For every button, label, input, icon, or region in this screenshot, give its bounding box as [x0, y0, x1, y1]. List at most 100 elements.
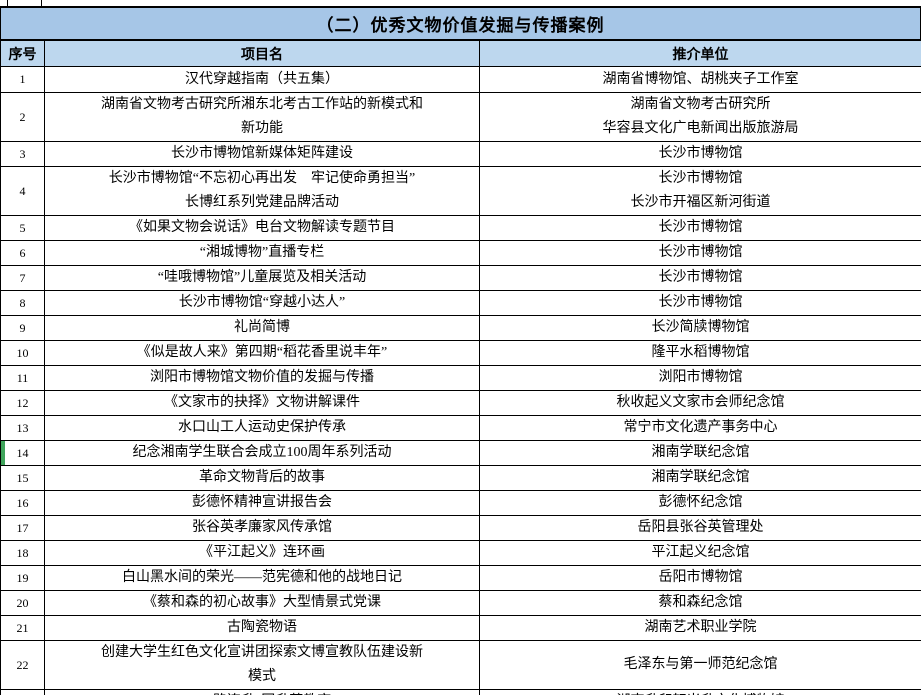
- table-row: 3 长沙市博物馆新媒体矩阵建设 长沙市博物馆: [0, 141, 921, 167]
- table-row: 1 汉代穿越指南（共五集） 湖南省博物馆、胡桃夹子工作室: [0, 66, 921, 93]
- recommending-unit-cell[interactable]: 平江起义纪念馆: [479, 540, 921, 566]
- project-name-cell[interactable]: 白山黑水间的荣光——范宪德和他的战地日记: [44, 565, 480, 591]
- recommending-unit-cell-line: 长沙市博物馆: [658, 270, 743, 285]
- recommending-unit-cell[interactable]: 湖南艺术职业学院: [479, 615, 921, 641]
- col-header-project[interactable]: 项目名: [44, 40, 480, 67]
- project-name-cell[interactable]: 《蔡和森的初心故事》大型情景式党课: [44, 590, 480, 616]
- project-name-cell[interactable]: 创建大学生红色文化宣讲团探索文博宣教队伍建设新 模式: [44, 640, 480, 690]
- row-number-cell[interactable]: 9: [0, 315, 45, 341]
- project-name-cell-line: 模式: [248, 669, 276, 684]
- table-row: 16 彭德怀精神宣讲报告会 彭德怀纪念馆: [0, 490, 921, 516]
- row-number-cell[interactable]: 4: [0, 166, 45, 216]
- project-name-cell-line: “一路连升”同升营教育: [46, 691, 479, 695]
- recommending-unit-cell[interactable]: 湖南省博物馆、胡桃夹子工作室: [479, 66, 921, 93]
- recommending-unit-cell[interactable]: 湘南学联纪念馆: [479, 465, 921, 491]
- row-number-cell[interactable]: 17: [0, 515, 45, 541]
- recommending-unit-cell[interactable]: 长沙简牍博物馆: [479, 315, 921, 341]
- project-name-cell[interactable]: 古陶瓷物语: [44, 615, 480, 641]
- project-name-cell[interactable]: 长沙市博物馆“不忘初心再出发 牢记使命勇担当” 长博红系列党建品牌活动: [44, 166, 480, 216]
- col-header-seq[interactable]: 序号: [0, 40, 45, 67]
- table-row: 21 古陶瓷物语 湖南艺术职业学院: [0, 615, 921, 641]
- row-number-cell[interactable]: 3: [0, 141, 45, 167]
- row-number-cell[interactable]: 21: [0, 615, 45, 641]
- project-name-cell-line: “湘城博物”直播专栏: [199, 245, 325, 260]
- row-number-cell[interactable]: 1: [0, 66, 45, 93]
- row-number-cell[interactable]: 15: [0, 465, 45, 491]
- project-name-cell[interactable]: 《文家市的抉择》文物讲解课件: [44, 390, 480, 416]
- project-name-cell-line: 长博红系列党建品牌活动: [185, 195, 339, 210]
- recommending-unit-cell-line: 彭德怀纪念馆: [658, 495, 743, 510]
- project-name-cell-line: 湖南省文物考古研究所湘东北考古工作站的新模式和: [101, 97, 423, 112]
- recommending-unit-cell-line: 长沙市博物馆: [658, 146, 743, 161]
- recommending-unit-cell[interactable]: 彭德怀纪念馆: [479, 490, 921, 516]
- recommending-unit-cell[interactable]: 长沙市博物馆: [479, 290, 921, 316]
- recommending-unit-cell[interactable]: 毛泽东与第一师范纪念馆: [479, 640, 921, 690]
- recommending-unit-cell[interactable]: 岳阳县张谷英管理处: [479, 515, 921, 541]
- recommending-unit-cell-line: 蔡和森纪念馆: [658, 595, 743, 610]
- col-header-unit[interactable]: 推介单位: [479, 40, 921, 67]
- recommending-unit-cell-line: 湘南学联纪念馆: [651, 470, 750, 485]
- row-number-cell[interactable]: 5: [0, 215, 45, 241]
- grid-line-fragment: [7, 0, 8, 6]
- recommending-unit-cell[interactable]: 湖南升印轩米升文化博物馆: [479, 689, 921, 695]
- recommending-unit-cell[interactable]: 隆平水稻博物馆: [479, 340, 921, 366]
- project-name-cell-line: 新功能: [241, 121, 283, 136]
- project-name-cell[interactable]: “哇哦博物馆”儿童展览及相关活动: [44, 265, 480, 291]
- recommending-unit-cell-line: 毛泽东与第一师范纪念馆: [623, 657, 778, 672]
- row-number-cell[interactable]: 23: [0, 689, 45, 695]
- recommending-unit-cell[interactable]: 湖南省文物考古研究所 华容县文化广电新闻出版旅游局: [479, 92, 921, 142]
- recommending-unit-cell-line: 华容县文化广电新闻出版旅游局: [602, 121, 799, 136]
- project-name-cell[interactable]: “湘城博物”直播专栏: [44, 240, 480, 266]
- recommending-unit-cell[interactable]: 蔡和森纪念馆: [479, 590, 921, 616]
- project-name-cell[interactable]: 水口山工人运动史保护传承: [44, 415, 480, 441]
- row-number-cell[interactable]: 11: [0, 365, 45, 391]
- project-name-cell[interactable]: “一路连升”同升营教育: [44, 689, 480, 695]
- recommending-unit-cell[interactable]: 长沙市博物馆 长沙市开福区新河街道: [479, 166, 921, 216]
- grid-line-fragment: [41, 0, 42, 6]
- row-number-cell[interactable]: 10: [0, 340, 45, 366]
- recommending-unit-cell-line: 长沙市博物馆: [658, 171, 743, 186]
- section-title[interactable]: （二）优秀文物价值发掘与传播案例: [0, 6, 921, 40]
- recommending-unit-cell[interactable]: 长沙市博物馆: [479, 215, 921, 241]
- row-number-cell[interactable]: 19: [0, 565, 45, 591]
- row-number-cell[interactable]: 14: [0, 440, 45, 466]
- recommending-unit-cell[interactable]: 长沙市博物馆: [479, 265, 921, 291]
- recommending-unit-cell[interactable]: 常宁市文化遗产事务中心: [479, 415, 921, 441]
- recommending-unit-cell-line: 长沙市博物馆: [658, 295, 743, 310]
- row-number-cell[interactable]: 16: [0, 490, 45, 516]
- recommending-unit-cell[interactable]: 长沙市博物馆: [479, 240, 921, 266]
- row-number-cell[interactable]: 2: [0, 92, 45, 142]
- project-name-cell[interactable]: 革命文物背后的故事: [44, 465, 480, 491]
- table-row: 11 浏阳市博物馆文物价值的发掘与传播 浏阳市博物馆: [0, 365, 921, 391]
- project-name-cell[interactable]: 张谷英孝廉家风传承馆: [44, 515, 480, 541]
- row-number-cell[interactable]: 6: [0, 240, 45, 266]
- row-number-cell[interactable]: 8: [0, 290, 45, 316]
- project-name-cell-line: 浏阳市博物馆文物价值的发掘与传播: [150, 370, 374, 385]
- project-name-cell[interactable]: 长沙市博物馆“穿越小达人”: [44, 290, 480, 316]
- recommending-unit-cell[interactable]: 湘南学联纪念馆: [479, 440, 921, 466]
- project-name-cell[interactable]: 汉代穿越指南（共五集）: [44, 66, 480, 93]
- project-name-cell[interactable]: 湖南省文物考古研究所湘东北考古工作站的新模式和 新功能: [44, 92, 480, 142]
- project-name-cell[interactable]: 《平江起义》连环画: [44, 540, 480, 566]
- recommending-unit-cell[interactable]: 秋收起义文家市会师纪念馆: [479, 390, 921, 416]
- project-name-cell[interactable]: 《如果文物会说话》电台文物解读专题节目: [44, 215, 480, 241]
- project-name-cell[interactable]: 纪念湘南学生联合会成立100周年系列活动: [44, 440, 480, 466]
- row-number-cell[interactable]: 12: [0, 390, 45, 416]
- row-number-cell[interactable]: 18: [0, 540, 45, 566]
- row-number-cell[interactable]: 22: [0, 640, 45, 690]
- row-number-cell[interactable]: 7: [0, 265, 45, 291]
- recommending-unit-cell[interactable]: 岳阳市博物馆: [479, 565, 921, 591]
- recommending-unit-cell[interactable]: 长沙市博物馆: [479, 141, 921, 167]
- row-number-cell[interactable]: 20: [0, 590, 45, 616]
- project-name-cell[interactable]: 浏阳市博物馆文物价值的发掘与传播: [44, 365, 480, 391]
- recommending-unit-cell[interactable]: 浏阳市博物馆: [479, 365, 921, 391]
- project-name-cell-line: 长沙市博物馆“不忘初心再出发 牢记使命勇担当”: [108, 171, 416, 186]
- project-name-cell[interactable]: 长沙市博物馆新媒体矩阵建设: [44, 141, 480, 167]
- project-name-cell-line: 《似是故人来》第四期“稻花香里说丰年”: [136, 345, 388, 360]
- project-name-cell-line: 长沙市博物馆新媒体矩阵建设: [171, 146, 353, 161]
- project-name-cell[interactable]: 礼尚简博: [44, 315, 480, 341]
- project-name-cell[interactable]: 彭德怀精神宣讲报告会: [44, 490, 480, 516]
- project-name-cell[interactable]: 《似是故人来》第四期“稻花香里说丰年”: [44, 340, 480, 366]
- row-number-cell[interactable]: 13: [0, 415, 45, 441]
- project-name-cell-line: 长沙市博物馆“穿越小达人”: [178, 295, 346, 310]
